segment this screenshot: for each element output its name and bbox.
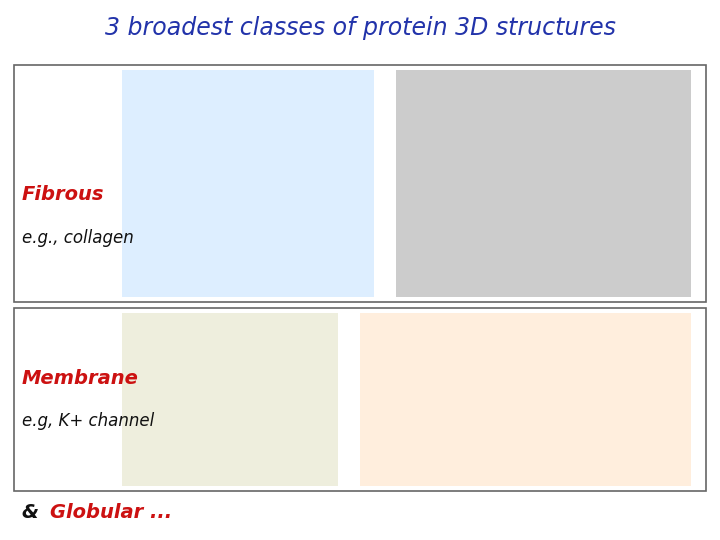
Bar: [122, 313, 338, 486]
Bar: [14, 308, 706, 491]
Text: &: &: [22, 503, 39, 523]
Bar: [360, 313, 691, 486]
Bar: [122, 70, 374, 297]
Bar: [396, 70, 691, 297]
Text: e.g, K+ channel: e.g, K+ channel: [22, 412, 154, 430]
Text: Membrane: Membrane: [22, 368, 138, 388]
Text: Globular ...: Globular ...: [50, 503, 173, 523]
Text: 3 broadest classes of protein 3D structures: 3 broadest classes of protein 3D structu…: [104, 16, 616, 40]
Bar: [14, 65, 706, 302]
Text: e.g., collagen: e.g., collagen: [22, 228, 133, 247]
Text: Fibrous: Fibrous: [22, 185, 104, 204]
